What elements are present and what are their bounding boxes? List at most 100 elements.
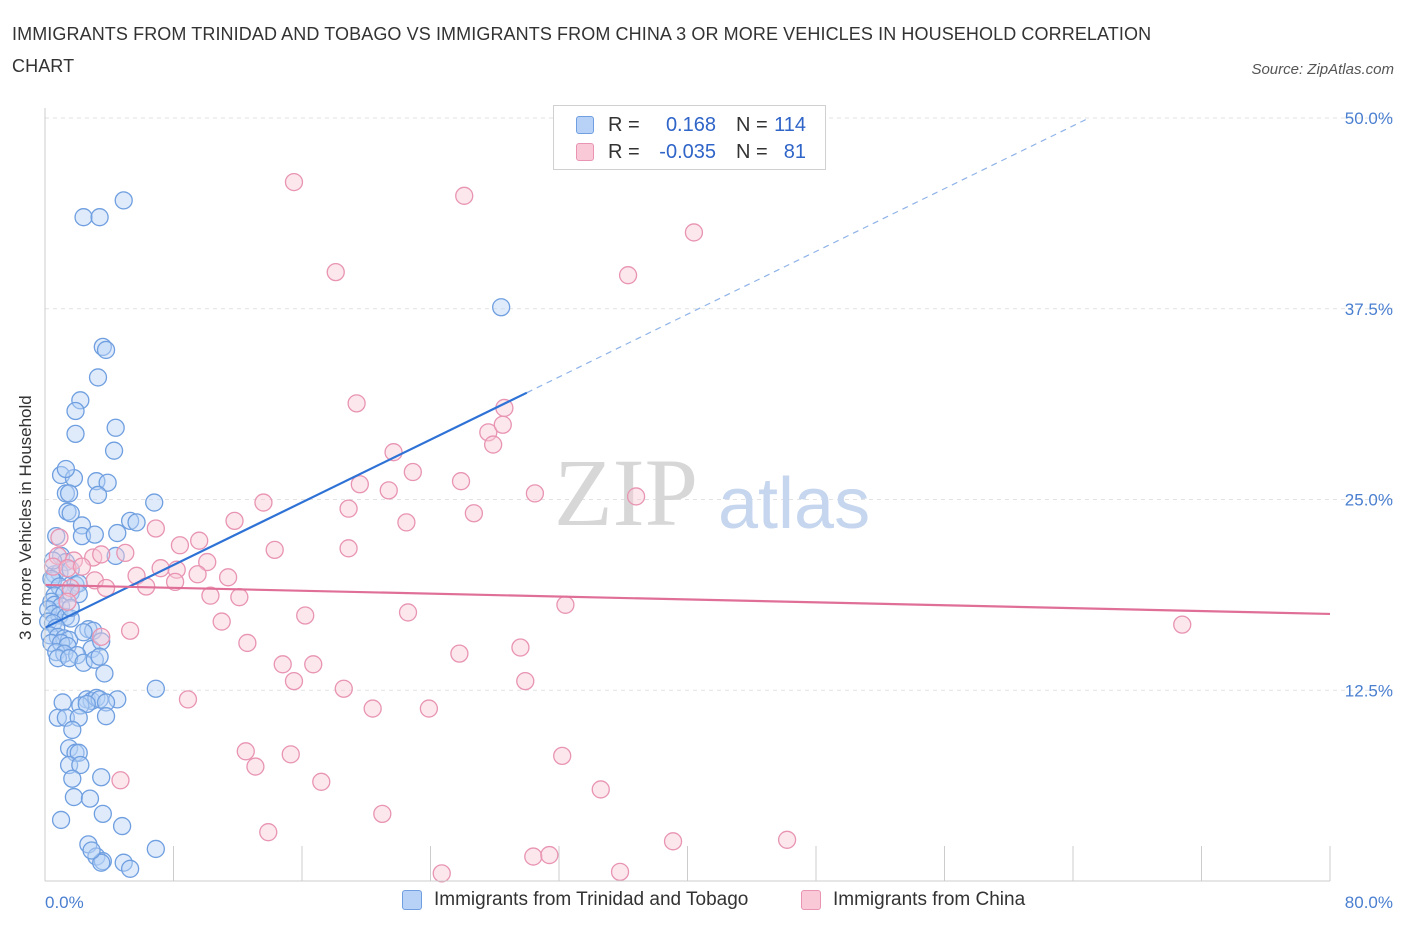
x-tick-label-max: 80.0% bbox=[1345, 893, 1393, 912]
trinidad-data-point bbox=[90, 647, 109, 666]
china-data-point bbox=[120, 621, 140, 640]
chart-title: IMMIGRANTS FROM TRINIDAD AND TOBAGO VS I… bbox=[12, 24, 1152, 76]
trinidad-data-point bbox=[145, 493, 164, 512]
trinidad-data-point bbox=[112, 816, 132, 836]
trinidad-data-point bbox=[51, 810, 71, 830]
trinidad-data-point bbox=[88, 368, 108, 387]
china-data-point bbox=[254, 493, 273, 512]
trinidad-data-point bbox=[88, 485, 108, 505]
china-data-point bbox=[284, 172, 304, 192]
y-tick-label: 25.0% bbox=[1345, 491, 1393, 510]
china-data-point bbox=[96, 578, 116, 598]
china-data-point bbox=[455, 186, 474, 205]
stats-n-value: 114 bbox=[774, 113, 806, 136]
china-data-point bbox=[281, 745, 300, 764]
stats-swatch-trinidad bbox=[576, 116, 594, 134]
china-data-point bbox=[284, 671, 304, 691]
china-data-point bbox=[511, 638, 530, 657]
x-tick-label-min: 0.0% bbox=[45, 893, 84, 912]
china-data-point bbox=[525, 484, 545, 503]
china-data-point bbox=[230, 588, 249, 607]
china-data-point bbox=[556, 595, 575, 614]
chart-legend: Immigrants from Trinidad and Tobago Immi… bbox=[0, 889, 1406, 917]
china-data-point bbox=[273, 655, 292, 674]
trinidad-data-point bbox=[104, 441, 124, 460]
china-data-point bbox=[591, 780, 610, 799]
trinidad-data-point bbox=[92, 768, 111, 787]
china-data-point bbox=[610, 862, 630, 881]
trinidad-data-point bbox=[146, 839, 165, 859]
trinidad-data-point bbox=[95, 664, 114, 683]
trinidad-data-point bbox=[59, 649, 79, 668]
trinidad-data-point bbox=[96, 693, 116, 712]
stats-r-value: 0.168 bbox=[665, 113, 716, 136]
trinidad-data-point bbox=[64, 787, 84, 807]
china-data-point bbox=[218, 568, 238, 587]
y-axis-label: 3 or more Vehicles in Household bbox=[16, 395, 35, 640]
trinidad-data-point bbox=[127, 513, 146, 532]
china-data-point bbox=[618, 266, 638, 285]
china-data-point bbox=[201, 586, 220, 605]
china-data-point bbox=[259, 823, 278, 842]
china-trend-line bbox=[44, 583, 1331, 616]
stats-r-label: R = bbox=[608, 113, 640, 136]
china-data-point bbox=[540, 845, 559, 865]
legend-item-china[interactable]: Immigrants from China bbox=[801, 889, 1025, 911]
china-data-point bbox=[483, 435, 503, 454]
china-data-point bbox=[553, 746, 572, 766]
trinidad-data-point bbox=[74, 653, 93, 672]
china-data-point bbox=[450, 644, 469, 663]
trinidad-data-point bbox=[59, 484, 79, 503]
china-data-point bbox=[373, 804, 392, 824]
china-data-point bbox=[170, 536, 190, 555]
china-data-point bbox=[116, 543, 135, 563]
china-data-point bbox=[72, 557, 92, 576]
china-data-point bbox=[464, 504, 484, 523]
china-data-point bbox=[312, 772, 331, 791]
trinidad-data-point bbox=[63, 769, 82, 788]
china-data-point bbox=[146, 519, 165, 538]
trinidad-data-point bbox=[492, 298, 511, 317]
china-data-point bbox=[350, 475, 369, 494]
trinidad-data-point bbox=[93, 337, 112, 357]
trinidad-data-point bbox=[72, 516, 92, 535]
watermark: ZIP atlas bbox=[554, 439, 870, 546]
china-data-point bbox=[524, 847, 543, 866]
legend-label-trinidad: Immigrants from Trinidad and Tobago bbox=[434, 889, 749, 910]
china-data-point bbox=[379, 481, 398, 500]
china-data-point bbox=[398, 603, 418, 622]
trinidad-data-point bbox=[61, 504, 80, 523]
trinidad-data-point bbox=[85, 525, 104, 544]
y-tick-labels: 12.5% 25.0% 37.5% 50.0% bbox=[1345, 109, 1393, 700]
china-data-point bbox=[516, 671, 535, 691]
trinidad-data-point bbox=[82, 841, 101, 860]
china-data-point bbox=[326, 262, 345, 282]
trinidad-data-point bbox=[92, 632, 111, 651]
trinidad-data-point bbox=[96, 707, 116, 726]
china-data-point bbox=[296, 606, 315, 625]
china-data-point bbox=[495, 398, 514, 418]
trinidad-data-point bbox=[71, 755, 90, 775]
trinidad-data-point bbox=[114, 191, 133, 210]
trinidad-data-point bbox=[106, 418, 125, 437]
china-data-point bbox=[684, 223, 704, 242]
stats-row-china: R = -0.035 N = 81 bbox=[576, 138, 806, 166]
china-data-point bbox=[626, 487, 646, 506]
china-data-point bbox=[92, 545, 111, 564]
legend-item-trinidad[interactable]: Immigrants from Trinidad and Tobago bbox=[402, 889, 748, 911]
trend-lines bbox=[44, 117, 1331, 629]
stats-row-trinidad: R = 0.168 N = 114 bbox=[576, 111, 806, 139]
china-data-point bbox=[339, 539, 358, 558]
x-tick-labels: 0.0% 80.0% bbox=[45, 893, 1393, 912]
trinidad-trend-line bbox=[44, 391, 528, 629]
y-tick-label: 50.0% bbox=[1345, 109, 1393, 128]
legend-swatch-trinidad bbox=[402, 890, 422, 910]
china-data-point bbox=[397, 513, 416, 532]
y-tick-label: 37.5% bbox=[1345, 300, 1393, 319]
legend-label-china: Immigrants from China bbox=[833, 889, 1026, 910]
trinidad-data-point bbox=[96, 340, 116, 360]
trinidad-data-point bbox=[66, 401, 85, 421]
trinidad-data-point bbox=[120, 859, 140, 878]
china-data-point bbox=[178, 690, 198, 709]
china-data-point bbox=[451, 472, 471, 491]
